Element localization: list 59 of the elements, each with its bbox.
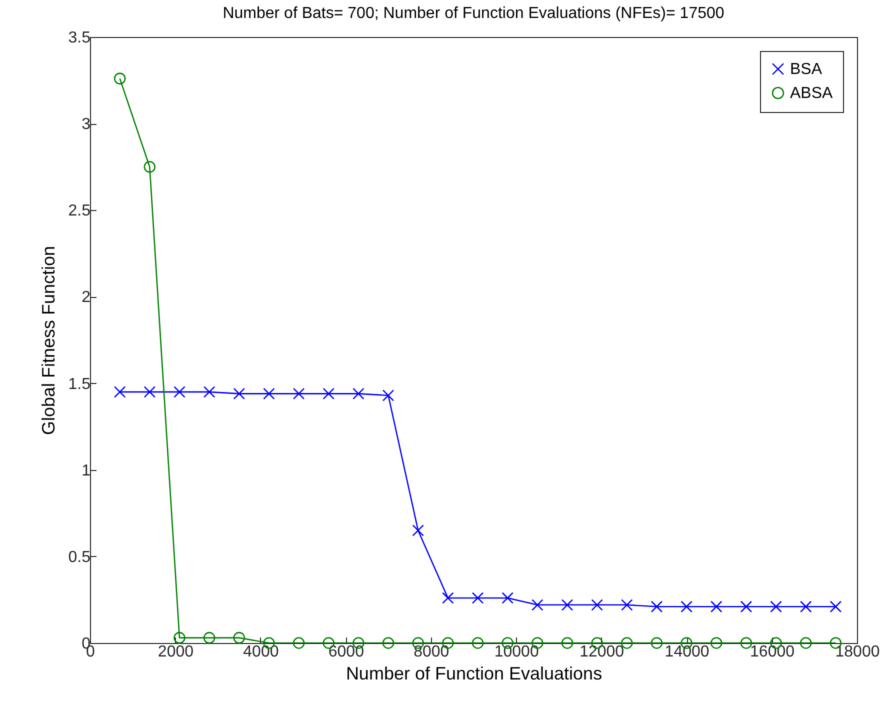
point [710,600,722,613]
point [263,388,275,400]
point [114,72,126,84]
point [621,599,633,611]
point [830,600,842,613]
point [382,637,394,649]
y-tick-label: 3.5 [68,30,91,46]
y-axis-title: Global Fitness Function [38,246,58,436]
y-tick-label: 1 [82,462,91,480]
y-tick-label: 1.5 [68,376,91,393]
point [502,592,514,604]
y-tick-label: 2 [82,289,91,306]
point [292,388,305,400]
point [770,600,782,613]
point [591,599,603,611]
point [442,592,454,604]
point [233,388,246,400]
point [352,388,364,400]
point [532,599,544,611]
point [650,637,663,649]
x-tick-label: 8000 [414,644,450,660]
point [382,390,394,402]
point [472,592,484,604]
x-tick-label: 2000 [158,644,194,660]
point [472,637,484,649]
point [740,637,752,649]
point [710,637,722,649]
x-tick-label: 10000 [494,644,539,660]
point [322,388,335,400]
y-tick-label: 3 [82,116,91,134]
point [203,386,216,398]
x-tick-label: 16000 [750,644,795,660]
point [144,386,156,398]
x-tick-label: 12000 [580,644,624,660]
x-tick-label: 14000 [664,644,710,660]
legend-label: ABSA [790,85,834,102]
point [680,600,692,613]
point [561,599,574,611]
point [233,632,246,644]
point [650,600,663,613]
point [800,600,812,613]
x-tick-label: 4000 [243,644,279,660]
chart-title: Number of Bats= 700; Number of Function Evaluations (NFEs)= 17500 [222,5,724,22]
y-tick-label: 0.5 [68,548,91,566]
x-axis-title: Number of Function Evaluations [346,664,602,684]
point [114,386,126,398]
point [740,600,752,613]
x-tick-label: 6000 [328,644,364,660]
point [412,524,424,536]
legend-label: BSA [790,61,822,78]
x-tick-label: 18000 [835,644,880,660]
point [561,637,574,649]
point [203,632,216,644]
point [292,637,305,649]
point [174,632,186,644]
point [174,386,186,398]
y-tick-label: 2.5 [68,202,91,220]
point [144,160,156,173]
point [800,637,812,649]
